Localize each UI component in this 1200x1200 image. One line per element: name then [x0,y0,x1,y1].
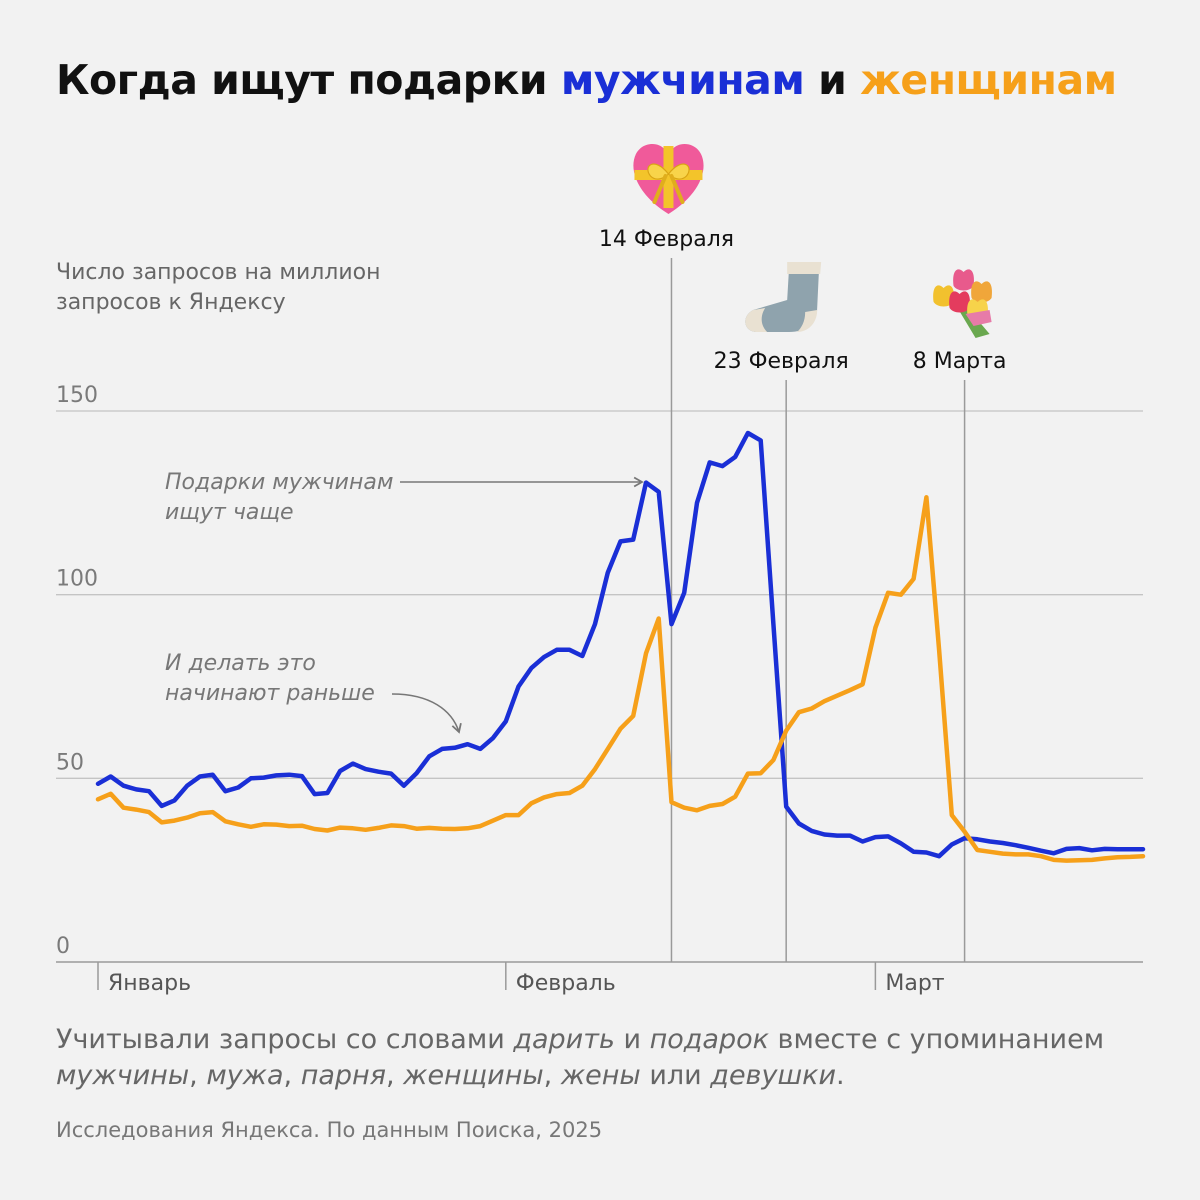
event-label: 8 Марта [913,349,1007,374]
footnote-w5: парня [300,1060,386,1091]
y-tick-label: 50 [56,750,84,775]
footnote-t4: , [189,1060,207,1091]
footnote-w4: мужа [206,1060,284,1091]
heart-gift-icon [633,144,704,214]
bouquet-icon [933,269,992,338]
y-axis-label: Число запросов на миллион запросов к Янд… [56,260,381,315]
x-axis: Январь Февраль Март [97,962,945,996]
y-tick-label: 0 [56,934,70,959]
footnote-t7: , [543,1060,561,1091]
title-part1: Когда ищут подарки [56,56,561,104]
annotation-start-earlier: И делать это начинают раньше [165,651,375,706]
title-mid: и [804,56,861,104]
event-label: 14 Февраля [599,227,734,252]
grid-lines [56,410,1143,963]
annotation-men-more: Подарки мужчинам ищут чаще [165,470,393,525]
y-tick-label: 100 [56,567,98,592]
source-note: Исследования Яндекса. По данным Поиска, … [56,1118,603,1142]
event-markers: 14 Февраля 23 Февраля 8 Марта [599,144,1007,962]
x-tick-label: Март [885,971,944,996]
footnote-w6: женщины [403,1060,544,1091]
footnote-t6: , [385,1060,404,1091]
footnote-w2: подарок [649,1024,769,1055]
sock-icon [745,262,822,332]
footnote: Учитывали запросы со словами дарить и по… [56,1022,1156,1094]
event-label: 23 Февраля [714,349,849,374]
y-ticks: 0 50 100 150 [56,383,98,959]
series-line-men [95,430,1146,859]
x-tick-label: Февраль [516,971,616,996]
footnote-t3: вместе с упоминанием [768,1024,1105,1055]
x-tick-label: Январь [108,971,191,996]
title-men: мужчинам [560,56,805,104]
title-women: женщинам [860,56,1117,104]
chart-title: Когда ищут подарки мужчинам и женщинам [56,56,1117,104]
footnote-w3: мужчины [56,1060,190,1091]
footnote-t8: или [640,1060,711,1091]
footnote-w7: жены [560,1060,641,1091]
footnote-t9: . [836,1060,845,1091]
annotation-arrow [391,693,462,734]
annotations: Подарки мужчинам ищут чаще И делать это нач… [165,470,644,734]
footnote-w8: девушки [710,1060,837,1091]
series-lines [95,430,1146,863]
footnote-t2: и [614,1024,650,1055]
footnote-w1: дарить [513,1024,615,1055]
series-line-women [95,495,1146,863]
line-chart: 0 50 100 150 Январь Февраль Март 14 Февраля 23… [56,144,1146,996]
y-tick-label: 150 [56,383,98,408]
footnote-t5: , [283,1060,301,1091]
footnote-t1: Учитывали запросы со словами [56,1024,514,1055]
